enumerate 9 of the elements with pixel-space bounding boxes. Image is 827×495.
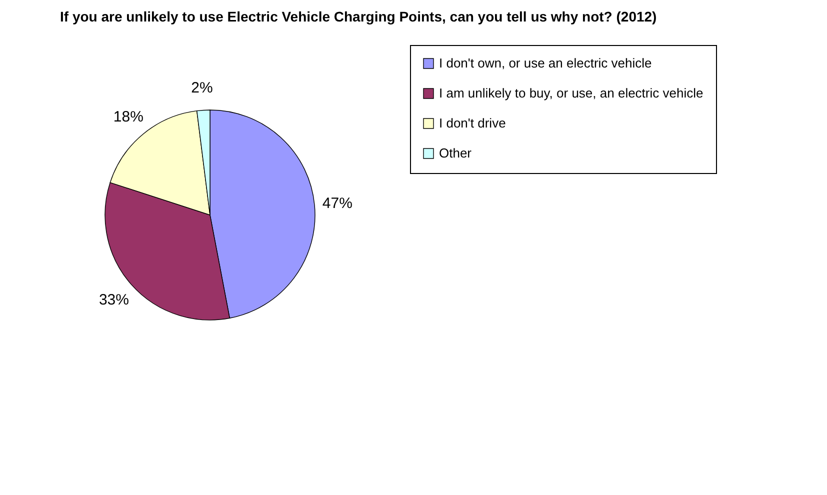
data-label: 33% (98, 292, 129, 309)
legend-label: I don't drive (439, 116, 506, 130)
legend-label: Other (439, 146, 472, 160)
chart-title: If you are unlikely to use Electric Vehicle Charging Points, can you tell us why not? (2012) (60, 8, 657, 24)
legend-label: I don't own, or use an electric vehicle (439, 56, 652, 70)
data-label: 2% (191, 79, 213, 96)
data-label: 18% (113, 108, 144, 126)
legend-label: I am unlikely to buy, or use, an electric vehicle (439, 86, 704, 100)
data-label: 47% (322, 194, 352, 212)
